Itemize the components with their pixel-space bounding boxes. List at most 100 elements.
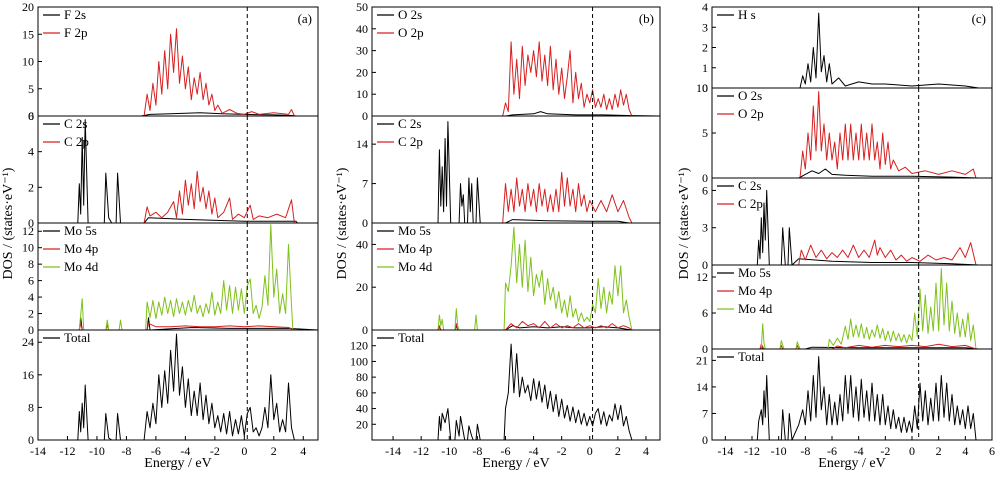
x-tick-label: -2 — [210, 444, 220, 458]
subplot-c-2: 0 5 10 O 2s O 2p — [696, 81, 993, 185]
y-tick-label: 2 — [702, 41, 708, 55]
x-tick-label: -6 — [827, 444, 837, 458]
series-line-f-2p — [38, 28, 318, 117]
panel-label: (a) — [298, 11, 312, 26]
series-line-o-2s — [712, 168, 992, 179]
y-tick-label: 80 — [356, 370, 368, 384]
y-tick-label: 1 — [702, 61, 708, 75]
x-tick-label: -14 — [717, 444, 733, 458]
x-axis-label: Energy / eV — [482, 456, 549, 471]
y-tick-label: 6 — [28, 274, 34, 288]
series-line-c-2s — [712, 189, 992, 266]
y-tick-label: 6 — [28, 109, 34, 123]
legend-label: Mo 4d — [738, 301, 773, 316]
legend-label: F 2s — [64, 7, 86, 22]
legend-label: Mo 4p — [398, 241, 432, 256]
legend-label: O 2s — [738, 88, 762, 103]
legend-label: Mo 4p — [738, 283, 772, 298]
subplot-frame — [37, 329, 319, 441]
x-tick-label: 4 — [300, 444, 306, 458]
y-tick-label: 6 — [702, 183, 708, 197]
subplot-c-1: 0 1 2 3 4 H s — [702, 0, 993, 95]
subplot-b-1: 0 10 20 30 40 50 O 2s O 2p — [356, 0, 661, 123]
x-tick-label: -10 — [771, 444, 787, 458]
x-tick-label: -8 — [800, 444, 810, 458]
legend-label: Total — [738, 349, 765, 364]
series-line-c-2p — [38, 170, 318, 224]
y-tick-label: 40 — [356, 237, 368, 251]
x-tick-label: -4 — [529, 444, 539, 458]
y-tick-label: 20 — [356, 417, 368, 431]
y-tick-label: 0 — [28, 216, 34, 230]
y-tick-label: 20 — [356, 65, 368, 79]
y-tick-label: 0 — [362, 109, 368, 123]
subplot-b-3: 0 20 40 Mo 5s Mo 4p Mo 4d — [356, 222, 661, 337]
subplot-c-4: 0 6 12 Mo 5s Mo 4p Mo 4d — [696, 264, 993, 356]
y-tick-label: 8 — [28, 257, 34, 271]
y-tick-label: 3 — [702, 20, 708, 34]
series-line-o-2s — [372, 111, 661, 117]
legend-label: Total — [64, 330, 91, 345]
y-axis-label: DOS / (states·eV⁻¹) — [335, 167, 350, 279]
y-axis-label: DOS / (states·eV⁻¹) — [1, 167, 16, 279]
legend-label: C 2s — [398, 116, 421, 131]
legend-label: C 2s — [64, 116, 87, 131]
x-axis-label: Energy / eV — [144, 456, 211, 471]
y-tick-label: 3 — [702, 221, 708, 235]
panel-label: (b) — [639, 11, 654, 26]
legend-label: H s — [738, 7, 756, 22]
y-tick-label: 2 — [28, 180, 34, 194]
x-tick-label: 0 — [587, 444, 593, 458]
y-tick-label: 16 — [22, 368, 34, 382]
y-tick-label: 120 — [350, 339, 368, 353]
series-line-c-2s — [38, 119, 318, 224]
y-tick-label: 10 — [696, 81, 708, 95]
legend-label: F 2p — [64, 25, 87, 40]
legend-label: O 2s — [398, 7, 422, 22]
y-tick-label: 7 — [362, 177, 368, 191]
series-line-total — [712, 356, 992, 441]
subplot-frame — [711, 348, 993, 441]
y-tick-label: 0 — [702, 81, 708, 95]
y-tick-label: 10 — [22, 241, 34, 255]
subplot-b-2: 0 7 14 C 2s C 2p — [356, 115, 661, 230]
y-tick-label: 50 — [356, 0, 368, 14]
y-tick-label: 10 — [22, 55, 34, 69]
series-line-mo-4d — [38, 224, 318, 331]
legend-label: O 2p — [398, 25, 424, 40]
x-tick-label: -4 — [854, 444, 864, 458]
y-tick-label: 14 — [356, 137, 368, 151]
y-tick-label: 12 — [696, 270, 708, 284]
y-tick-label: 5 — [702, 126, 708, 140]
subplot-frame — [371, 329, 661, 441]
series-line-o-2p — [372, 41, 660, 117]
y-tick-label: 0 — [702, 342, 708, 356]
y-tick-label: 4 — [28, 145, 34, 159]
x-tick-label: -14 — [30, 444, 46, 458]
legend-label: C 2p — [398, 134, 423, 149]
y-tick-label: 20 — [356, 280, 368, 294]
x-tick-label: -2 — [557, 444, 567, 458]
x-tick-label: -6 — [151, 444, 161, 458]
y-tick-label: 4 — [702, 0, 708, 14]
y-tick-label: 40 — [356, 402, 368, 416]
subplot-a-4: 0 8 16 24 Total — [22, 329, 319, 447]
subplot-frame — [371, 6, 661, 117]
y-tick-label: 40 — [356, 22, 368, 36]
x-tick-label: 2 — [936, 444, 942, 458]
x-tick-label: -12 — [744, 444, 760, 458]
subplot-a-2: 0 2 4 6 C 2s C 2p — [28, 109, 319, 230]
y-tick-label: 14 — [696, 380, 708, 394]
y-tick-label: 0 — [702, 171, 708, 185]
y-tick-label: 7 — [702, 406, 708, 420]
legend-label: Mo 4d — [398, 259, 433, 274]
subplot-c-3: 0 3 6 C 2s C 2p — [702, 177, 993, 272]
series-line-mo-4p — [372, 320, 660, 331]
legend-label: Mo 5s — [64, 223, 97, 238]
y-tick-label: 20 — [22, 0, 34, 14]
series-line-o-2p — [712, 91, 992, 179]
y-axis-label: DOS / (states·eV⁻¹) — [677, 167, 692, 279]
legend-label: Mo 4d — [64, 259, 99, 274]
